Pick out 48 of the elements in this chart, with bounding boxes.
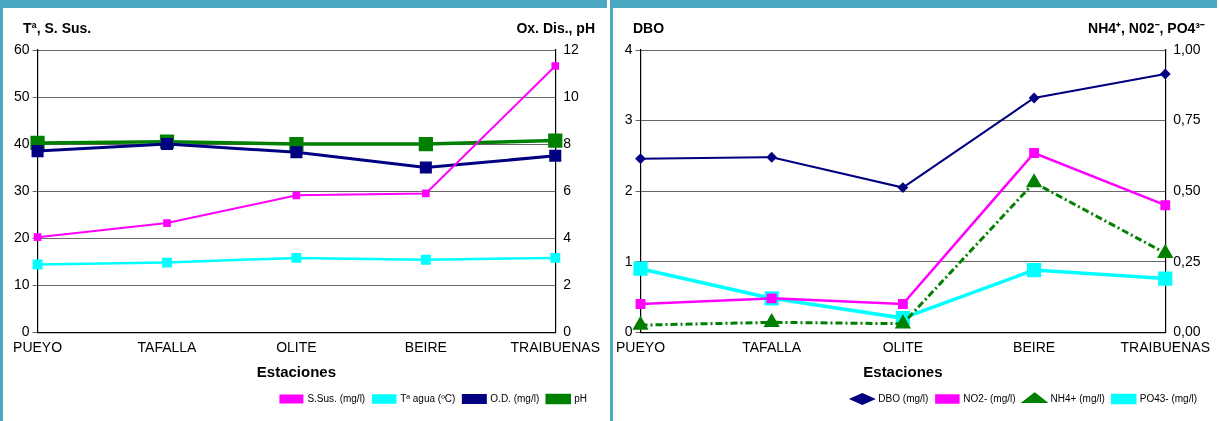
y-axis-title: DBO bbox=[633, 19, 665, 36]
y2-tick-label: 4 bbox=[563, 228, 572, 245]
legend-label: PO43- (mg/l) bbox=[1139, 392, 1197, 404]
y-tick-label: 4 bbox=[624, 40, 633, 57]
y2-tick-label: 0 bbox=[563, 323, 572, 340]
y2-tick-label: 0,75 bbox=[1173, 111, 1201, 128]
x-tick-label: PUEYO bbox=[616, 339, 666, 356]
y2-axis-title: NH4⁺, N02⁻, PO4³⁻ bbox=[1088, 19, 1205, 36]
y2-tick-label: 1,00 bbox=[1173, 40, 1201, 57]
y2-axis-title: Ox. Dis., pH bbox=[516, 19, 595, 36]
legend-label: NO2- (mg/l) bbox=[963, 392, 1016, 404]
legend-label: S.Sus. (mg/l) bbox=[307, 392, 366, 404]
x-tick-label: PUEYO bbox=[13, 339, 63, 356]
y-tick-label: 40 bbox=[13, 134, 30, 151]
x-tick-label: TRAIBUENAS bbox=[510, 339, 600, 356]
y-tick-label: 0 bbox=[624, 323, 633, 340]
y2-tick-label: 0,25 bbox=[1173, 252, 1201, 269]
x-axis-title: Estaciones bbox=[256, 363, 337, 381]
legend-label: NH4+ (mg/l) bbox=[1050, 392, 1105, 404]
x-tick-label: TAFALLA bbox=[742, 339, 802, 356]
y-tick-label: 60 bbox=[13, 40, 30, 57]
y-tick-label: 50 bbox=[13, 87, 30, 104]
y2-tick-label: 8 bbox=[563, 134, 572, 151]
y-tick-label: 3 bbox=[624, 111, 633, 128]
y2-tick-label: 12 bbox=[563, 40, 580, 57]
legend-label: Tª agua (ºC) bbox=[400, 392, 456, 404]
y-tick-label: 1 bbox=[624, 252, 633, 269]
y2-tick-label: 6 bbox=[563, 181, 572, 198]
y2-tick-label: 2 bbox=[563, 276, 572, 293]
y-tick-label: 10 bbox=[13, 276, 30, 293]
legend-label: O.D. (mg/l) bbox=[490, 392, 540, 404]
x-tick-label: OLITE bbox=[882, 339, 924, 356]
legend-label: DBO (mg/l) bbox=[878, 392, 929, 404]
x-tick-label: BEIRE bbox=[1013, 339, 1056, 356]
y-tick-label: 30 bbox=[13, 181, 30, 198]
x-tick-label: OLITE bbox=[276, 339, 317, 356]
y2-tick-label: 0,50 bbox=[1173, 181, 1201, 198]
y-tick-label: 0 bbox=[21, 323, 30, 340]
y-axis-title: Tª, S. Sus. bbox=[23, 19, 92, 36]
x-tick-label: TAFALLA bbox=[137, 339, 198, 356]
y-tick-label: 2 bbox=[624, 181, 633, 198]
y2-tick-label: 10 bbox=[563, 87, 580, 104]
y2-tick-label: 0,00 bbox=[1173, 323, 1201, 340]
x-tick-label: BEIRE bbox=[404, 339, 447, 356]
legend-label: pH bbox=[574, 392, 588, 404]
x-axis-title: Estaciones bbox=[863, 363, 943, 381]
y-tick-label: 20 bbox=[13, 228, 30, 245]
x-tick-label: TRAIBUENAS bbox=[1120, 339, 1210, 356]
